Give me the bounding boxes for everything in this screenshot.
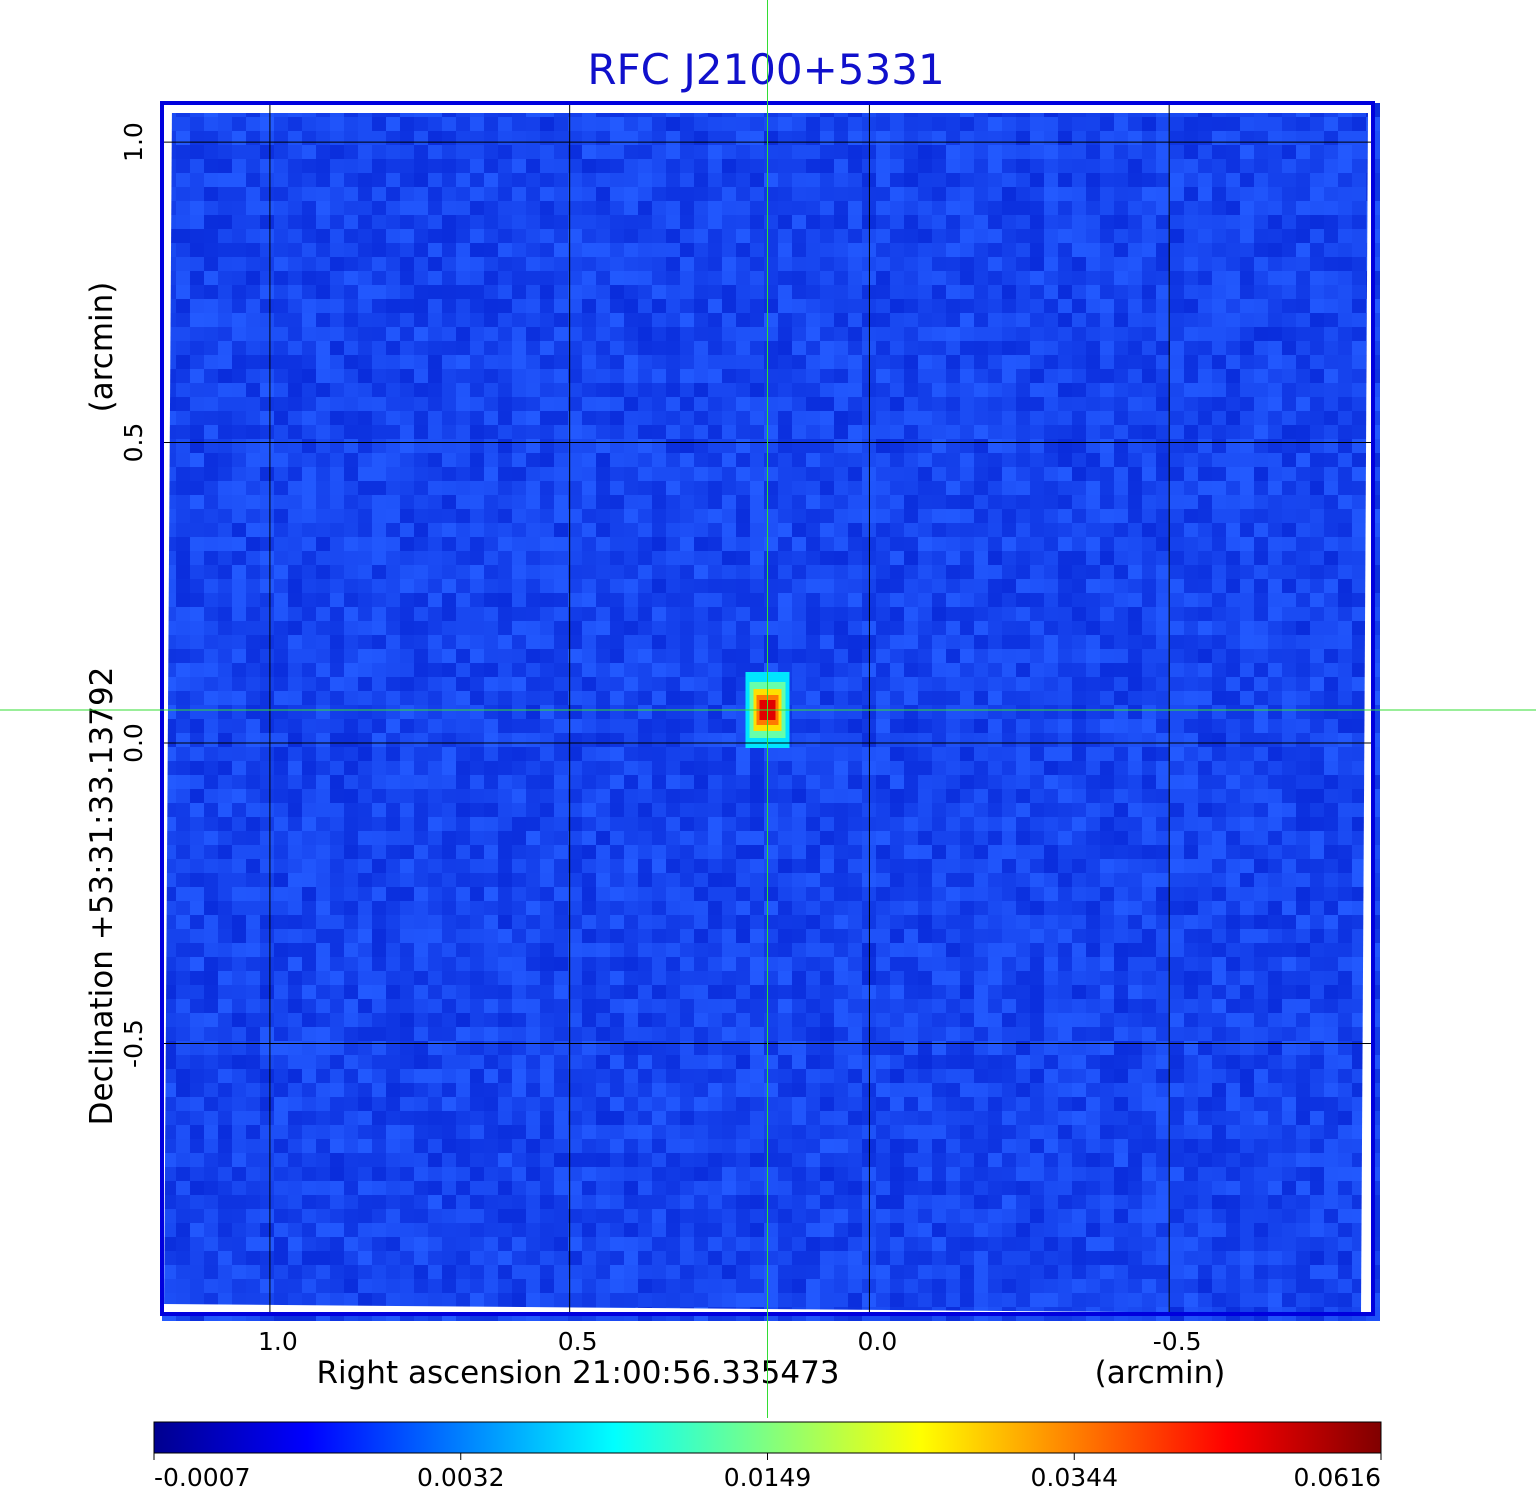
- chart-title: RFC J2100+5331: [587, 45, 944, 94]
- y-tick-label: 0.5: [119, 423, 148, 463]
- y-tick-label: -0.5: [119, 1019, 148, 1068]
- y-tick-label: 1.0: [119, 122, 148, 162]
- x-axis-ticks: 1.0 0.5 0.0 -0.5: [258, 1327, 1202, 1356]
- colorbar-tick-label: 0.0032: [417, 1463, 504, 1492]
- x-tick-label: 0.5: [558, 1327, 598, 1356]
- colorbar-tick-label: -0.0007: [154, 1463, 251, 1492]
- colorbar-tick-label: 0.0149: [724, 1463, 811, 1492]
- x-axis-label: Right ascension 21:00:56.335473: [316, 1355, 839, 1391]
- y-tick-label: 0.0: [119, 723, 148, 763]
- colorbar: [153, 1421, 1382, 1454]
- x-tick-label: 0.0: [858, 1327, 898, 1356]
- y-axis-ticks: 1.0 0.5 0.0 -0.5: [119, 122, 148, 1068]
- crosshair: [0, 0, 1536, 1418]
- y-axis-unit: (arcmin): [84, 282, 120, 413]
- x-axis-unit: (arcmin): [1095, 1355, 1226, 1391]
- colorbar-tick-label: 0.0616: [1294, 1463, 1381, 1492]
- colorbar-tick-label: 0.0344: [1031, 1463, 1118, 1492]
- y-axis-label: Declination +53:31:33.13792: [84, 667, 120, 1126]
- x-tick-label: -0.5: [1153, 1327, 1202, 1356]
- x-tick-label: 1.0: [258, 1327, 298, 1356]
- heatmap-image: [162, 103, 1380, 1321]
- colorbar-ticks: -0.0007 0.0032 0.0149 0.0344 0.0616: [153, 1453, 1382, 1492]
